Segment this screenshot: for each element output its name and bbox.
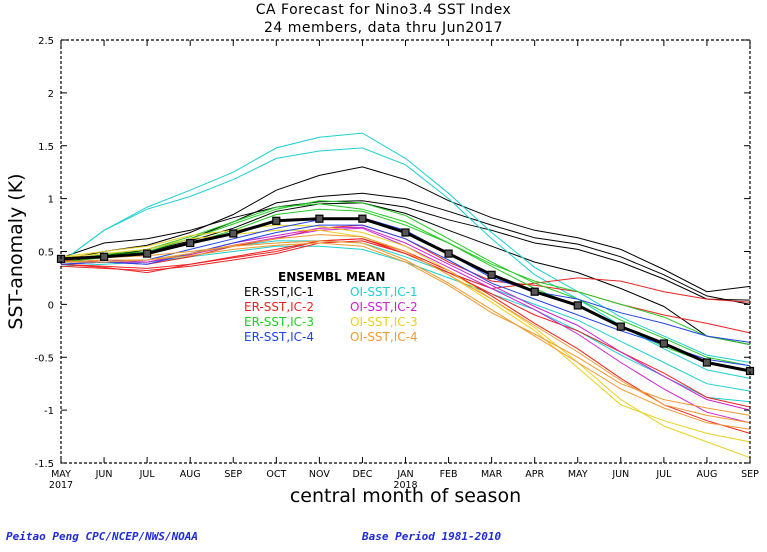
x-tick-label: JUN (95, 469, 113, 480)
x-tick-label: JAN (396, 469, 413, 480)
legend-entry: OI-SST,IC-3 (350, 315, 418, 329)
member-line-24 (60, 242, 751, 416)
footer-base-period: Base Period 1981-2010 (362, 530, 502, 543)
y-tick-label: 0 (48, 300, 54, 311)
x-tick-label: AUG (180, 469, 201, 480)
mean-point-aug-15 (702, 358, 712, 367)
member-line-3 (60, 200, 751, 301)
mean-point-aug-3 (186, 238, 195, 248)
x-year-label: 2018 (393, 480, 417, 491)
legend-entry: OI-SST,IC-1 (350, 285, 418, 299)
x-axis-label: central month of season (290, 485, 521, 507)
legend-entry: ER-SST,IC-4 (244, 330, 314, 344)
x-tick-label: SEP (224, 469, 242, 480)
x-tick-label: JUL (655, 469, 672, 480)
legend-entry: OI-SST,IC-4 (350, 330, 418, 344)
y-axis: 2.5 2 1.5 1 0.5 0 -0.5 -1 -1.5 (34, 36, 750, 470)
mean-point-jan-8 (401, 228, 410, 237)
mean-point-dec-7 (358, 214, 367, 223)
member-line-18 (60, 224, 751, 459)
x-tick-label: DEC (352, 469, 372, 480)
x-tick-label: OCT (266, 469, 286, 480)
y-tick-label: -0.5 (34, 353, 54, 364)
member-line-2 (60, 166, 751, 293)
y-tick-label: 1.5 (38, 142, 54, 153)
x-year-label: 2017 (49, 480, 73, 491)
member-line-5 (60, 132, 751, 363)
y-tick-label: 2.5 (38, 36, 54, 47)
legend-entry: ER-SST,IC-1 (244, 285, 314, 299)
mean-point-jul-2 (143, 249, 152, 258)
x-tick-label: SEP (741, 469, 759, 480)
x-axis: MAY JUN JUL AUG SEP OCT NOV DEC JAN FEB MAR APR MAY J… (49, 40, 759, 491)
mean-point-jun-13 (616, 322, 625, 331)
mean-point-feb-9 (444, 249, 453, 258)
y-tick-label: -1.5 (34, 459, 54, 470)
x-tick-label: NOV (309, 469, 330, 480)
legend-header: ENSEMBL MEAN (278, 270, 385, 284)
legend-entry: ER-SST,IC-3 (244, 315, 314, 329)
mean-point-nov-6 (315, 214, 324, 223)
legend-entry: ER-SST,IC-2 (244, 300, 314, 314)
mean-point-oct-5 (272, 216, 281, 225)
mean-point-mar-10 (487, 270, 496, 279)
mean-point-apr-11 (530, 287, 539, 296)
member-line-11 (60, 240, 751, 408)
x-tick-label: FEB (440, 469, 458, 480)
member-line-23 (60, 240, 751, 430)
footer-credit: Peitao Peng CPC/NCEP/NWS/NOAA (6, 530, 199, 543)
y-tick-label: 1 (48, 195, 54, 206)
legend-entry: OI-SST,IC-2 (350, 300, 418, 314)
chart-subtitle: 24 members, data thru Jun2017 (263, 20, 504, 36)
x-tick-label: AUG (697, 469, 718, 480)
x-tick-label: JUL (139, 469, 156, 480)
x-tick-label: MAY (568, 469, 588, 480)
mean-point-sep-4 (229, 229, 238, 238)
mean-point-jul-14 (659, 339, 669, 348)
mean-point-may-12 (573, 301, 582, 310)
member-line-15 (60, 200, 751, 367)
y-axis-label: SST-anomaly (K) (5, 173, 27, 329)
member-line-4 (60, 202, 751, 346)
x-tick-label: APR (525, 469, 544, 480)
chart-title: CA Forecast for Nino3.4 SST Index (255, 2, 512, 18)
y-tick-label: -1 (44, 406, 54, 417)
x-tick-label: MAY (51, 469, 71, 480)
member-line-13 (61, 226, 751, 411)
x-tick-label: JUN (611, 469, 629, 480)
x-tick-label: MAR (481, 469, 503, 480)
mean-point-jun-1 (99, 252, 109, 261)
ensemble-mean (56, 214, 755, 376)
y-tick-label: 2 (48, 89, 54, 100)
y-tick-label: 0.5 (38, 248, 54, 259)
member-line-16 (60, 203, 751, 346)
